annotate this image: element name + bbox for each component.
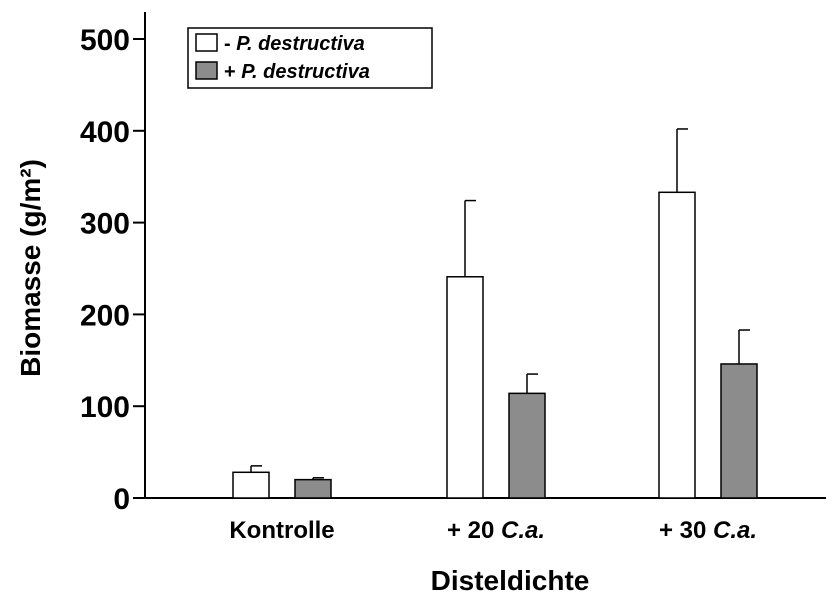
y-tick-label: 100 [80,391,130,424]
bar [294,478,332,499]
y-axis: 0 100 200 300 400 500 [80,12,146,516]
legend-label: - P. destructiva [224,33,365,55]
y-tick-label: 0 [113,483,130,516]
x-tick-label: + 30 C.a. [659,517,757,544]
bar [232,471,270,499]
x-axis-title: Disteldichte [431,565,590,594]
x-tick-label-italic: C.a. [501,517,545,544]
bar [446,276,484,499]
x-tick-label-prefix: + 30 [659,517,713,544]
bar [658,191,696,499]
legend-label-name: P. destructiva [236,33,365,55]
legend-swatch [195,33,218,52]
x-axis: Kontrolle + 20 C.a. + 30 C.a. [145,497,826,544]
bar [720,363,758,499]
y-tick-label: 200 [80,299,130,332]
y-tick-label: 300 [80,208,130,241]
bar [508,392,546,499]
legend-label: + P. destructiva [224,61,370,83]
legend-label-prefix: - [224,33,236,55]
legend-box [187,27,433,89]
bars [232,128,758,499]
y-tick-label: 500 [80,24,130,57]
x-tick-label-italic: C.a. [713,517,757,544]
y-axis-title: Biomasse (g/m²) [15,159,46,377]
x-tick-label: Kontrolle [229,517,334,544]
legend: - P. destructiva+ P. destructiva [187,27,433,89]
legend-label-name: P. destructiva [241,61,370,83]
x-tick-label: + 20 C.a. [447,517,545,544]
legend-label-prefix: + [224,61,241,83]
legend-swatch [195,61,218,80]
x-tick-label-prefix: + 20 [447,517,501,544]
y-tick-label: 400 [80,116,130,149]
x-tick-label-text: Kontrolle [229,517,334,544]
